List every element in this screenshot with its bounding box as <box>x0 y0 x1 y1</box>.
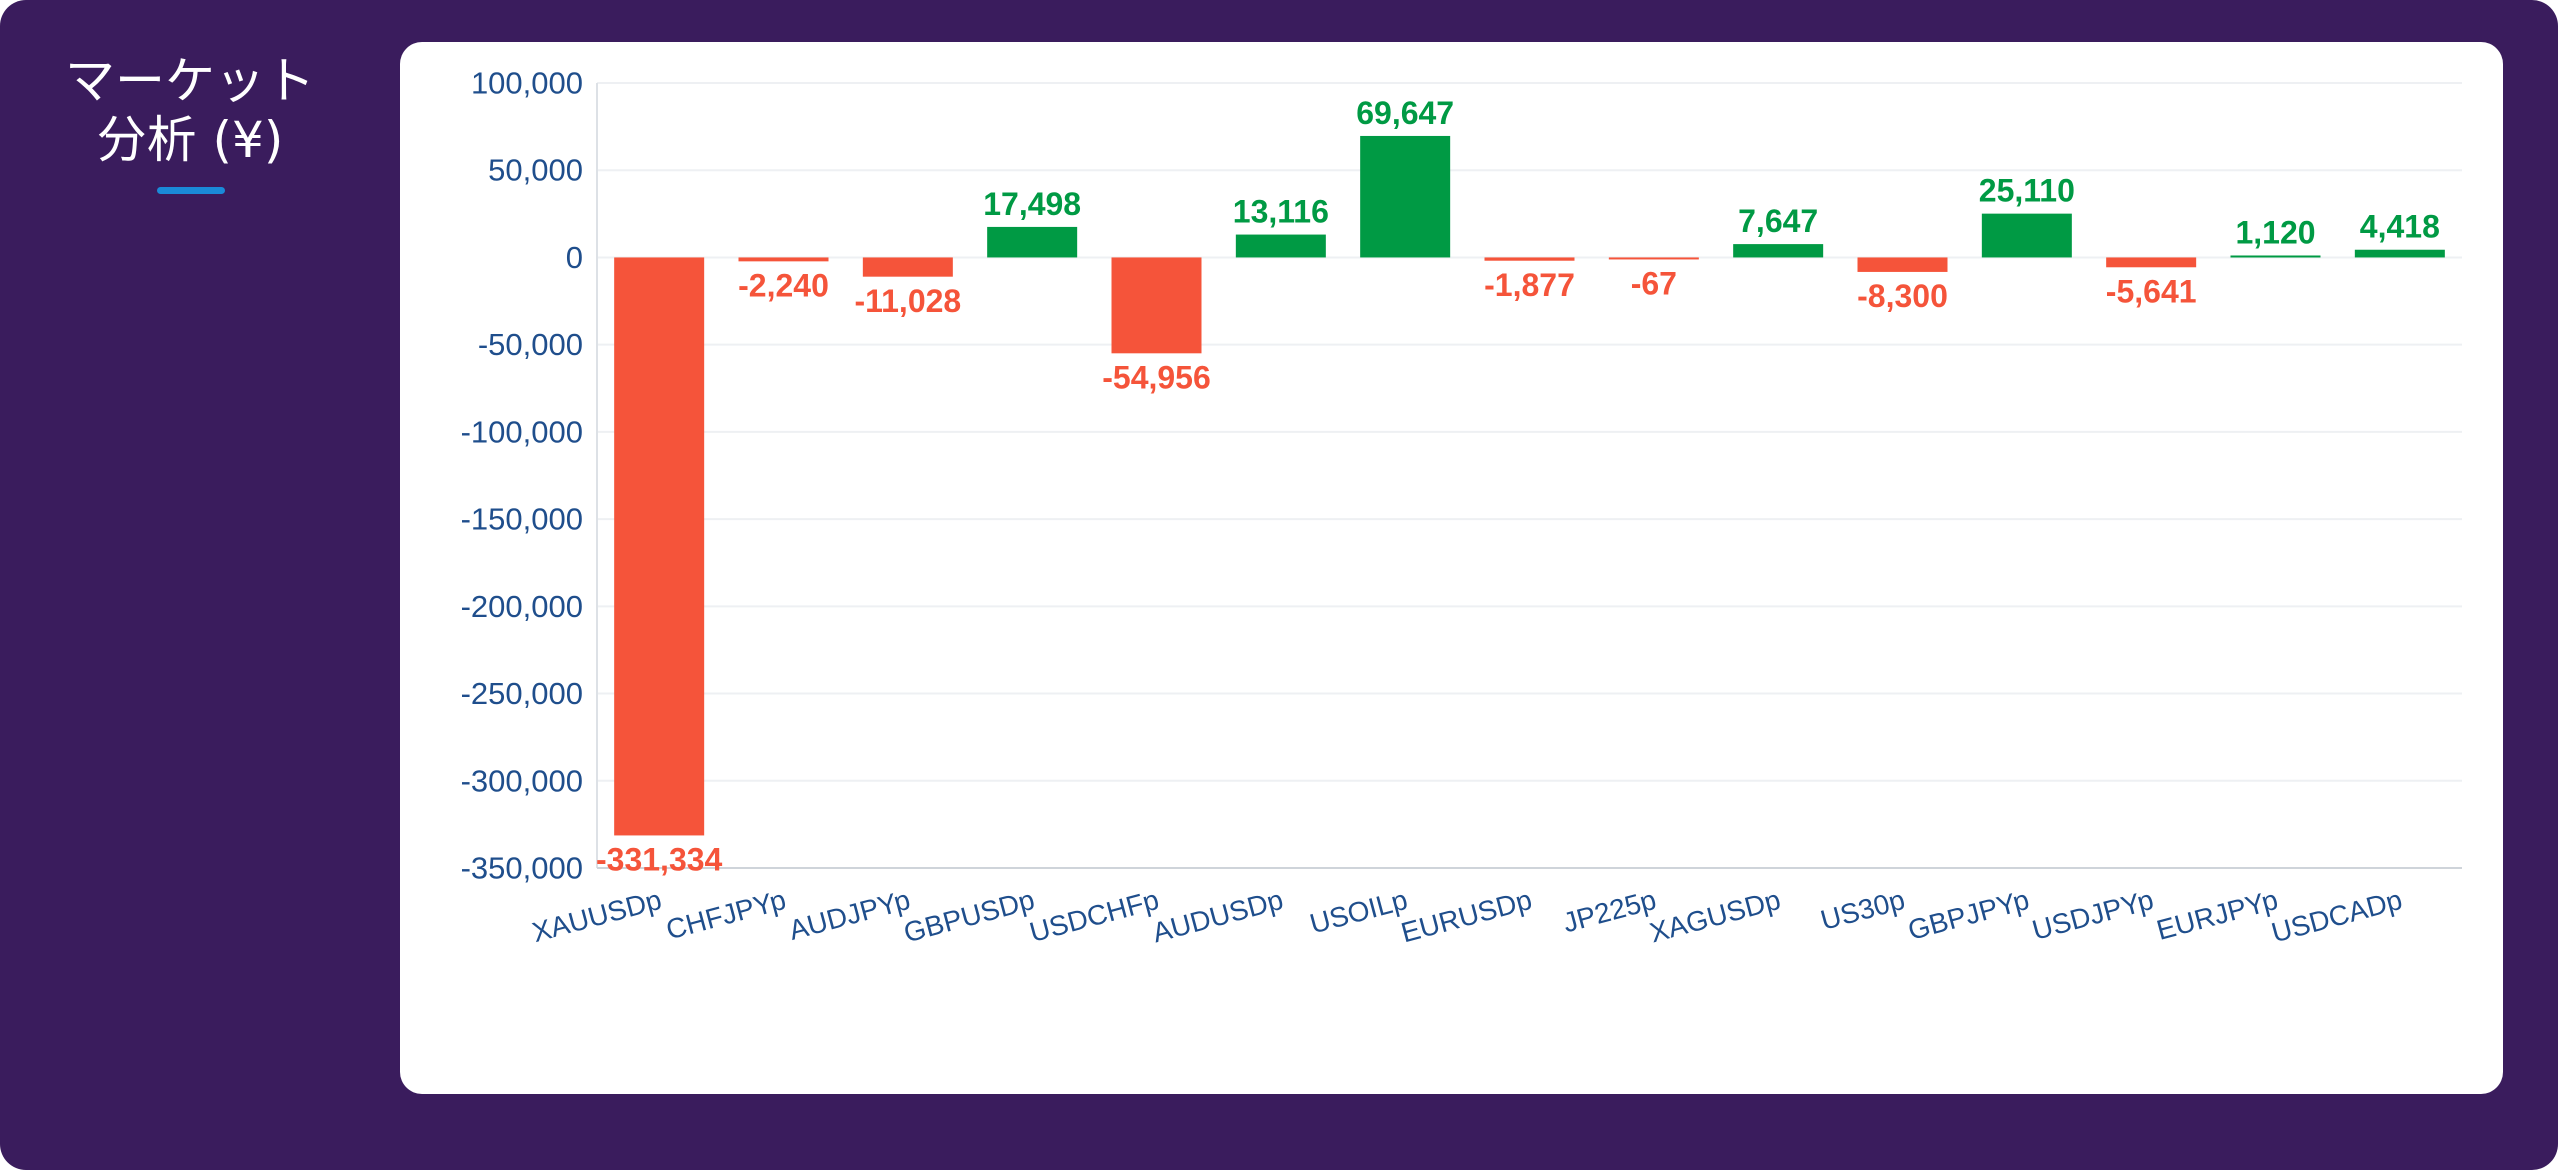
x-category-label: USDJPYp <box>2029 884 2157 946</box>
y-tick-label: -300,000 <box>461 763 583 798</box>
data-label: 13,116 <box>1233 194 1329 230</box>
data-label: -331,334 <box>596 842 723 878</box>
title-underline-accent <box>157 187 225 194</box>
bar-audjpyp <box>862 257 953 277</box>
bar-audusdp <box>1235 234 1326 258</box>
y-tick-label: -100,000 <box>461 414 583 449</box>
x-category-label: EURUSDp <box>1398 884 1535 949</box>
bar-usdcadp <box>2354 249 2445 258</box>
x-category-label: GBPJPYp <box>1905 884 2033 946</box>
data-labels: -331,334 -2,240 -11,028 17,498 -54,956 13,116… <box>596 95 2440 878</box>
bars <box>614 135 2445 836</box>
x-category-label: US30p <box>1817 884 1908 936</box>
data-label: -8,300 <box>1857 278 1948 314</box>
x-category-label: JP225p <box>1560 884 1660 939</box>
x-category-label: EURJPYp <box>2153 884 2281 946</box>
market-analysis-bar-chart: -331,334 -2,240 -11,028 17,498 -54,956 13,116… <box>461 66 2462 949</box>
y-tick-label: -200,000 <box>461 589 583 624</box>
page-title: マーケット 分析 (¥) <box>20 52 360 170</box>
axes <box>596 83 2462 869</box>
x-category-label: USDCADp <box>2268 884 2405 949</box>
data-label: -1,877 <box>1484 267 1575 303</box>
bar-gbpusdp <box>987 226 1078 258</box>
y-tick-label: -250,000 <box>461 676 583 711</box>
data-label: -5,641 <box>2106 273 2197 309</box>
data-label: -67 <box>1631 266 1677 302</box>
x-axis-categories: XAUUSDpCHFJPYpAUDJPYpGBPUSDpUSDCHFpAUDUS… <box>529 884 2405 949</box>
data-label: 7,647 <box>1738 203 1818 239</box>
bar-xagusdp <box>1733 244 1824 258</box>
data-label: 4,418 <box>2360 209 2440 245</box>
x-category-label: AUDUSDp <box>1149 884 1286 949</box>
page-title-line-2: 分析 (¥) <box>96 111 284 169</box>
bar-usoilp <box>1360 135 1451 258</box>
grid-lines <box>597 82 2462 869</box>
data-label: 17,498 <box>983 186 1081 222</box>
bar-us30p <box>1857 257 1948 272</box>
data-label: -54,956 <box>1102 360 1211 396</box>
data-label: 69,647 <box>1356 95 1454 131</box>
y-tick-label: 0 <box>566 240 583 275</box>
bar-eurusdp <box>1484 257 1575 261</box>
x-category-label: USDCHFp <box>1026 884 1162 948</box>
chart-card: -331,334 -2,240 -11,028 17,498 -54,956 13,116… <box>400 42 2503 1094</box>
y-axis-ticks: 100,000 50,000 0 -50,000 -100,000 -150,000 -20… <box>461 66 583 886</box>
x-category-label: AUDJPYp <box>786 884 914 946</box>
y-tick-label: -350,000 <box>461 851 583 886</box>
x-category-label: XAGUSDp <box>1646 884 1783 949</box>
page-title-line-1: マーケット <box>65 52 315 110</box>
bar-jp225p <box>1608 257 1699 260</box>
x-category-label: XAUUSDp <box>529 884 665 948</box>
bar-eurjpyp <box>2230 255 2321 258</box>
bar-chfjpyp <box>738 257 829 262</box>
data-label: -11,028 <box>854 283 961 319</box>
bar-gbpjpyp <box>1981 213 2072 258</box>
bar-usdchfp <box>1111 257 1202 354</box>
y-tick-label: 50,000 <box>488 153 583 188</box>
x-category-label: CHFJPYp <box>663 884 789 946</box>
data-label: -2,240 <box>738 268 829 304</box>
y-tick-label: 100,000 <box>471 66 583 101</box>
x-category-label: GBPUSDp <box>900 884 1037 949</box>
x-category-label: USOILp <box>1306 884 1410 940</box>
bar-usdjpyp <box>2106 257 2197 268</box>
y-tick-label: -150,000 <box>461 502 583 537</box>
data-label: 25,110 <box>1979 173 2075 209</box>
data-label: 1,120 <box>2235 214 2315 250</box>
bar-xauusdp <box>614 257 705 836</box>
y-tick-label: -50,000 <box>478 327 583 362</box>
